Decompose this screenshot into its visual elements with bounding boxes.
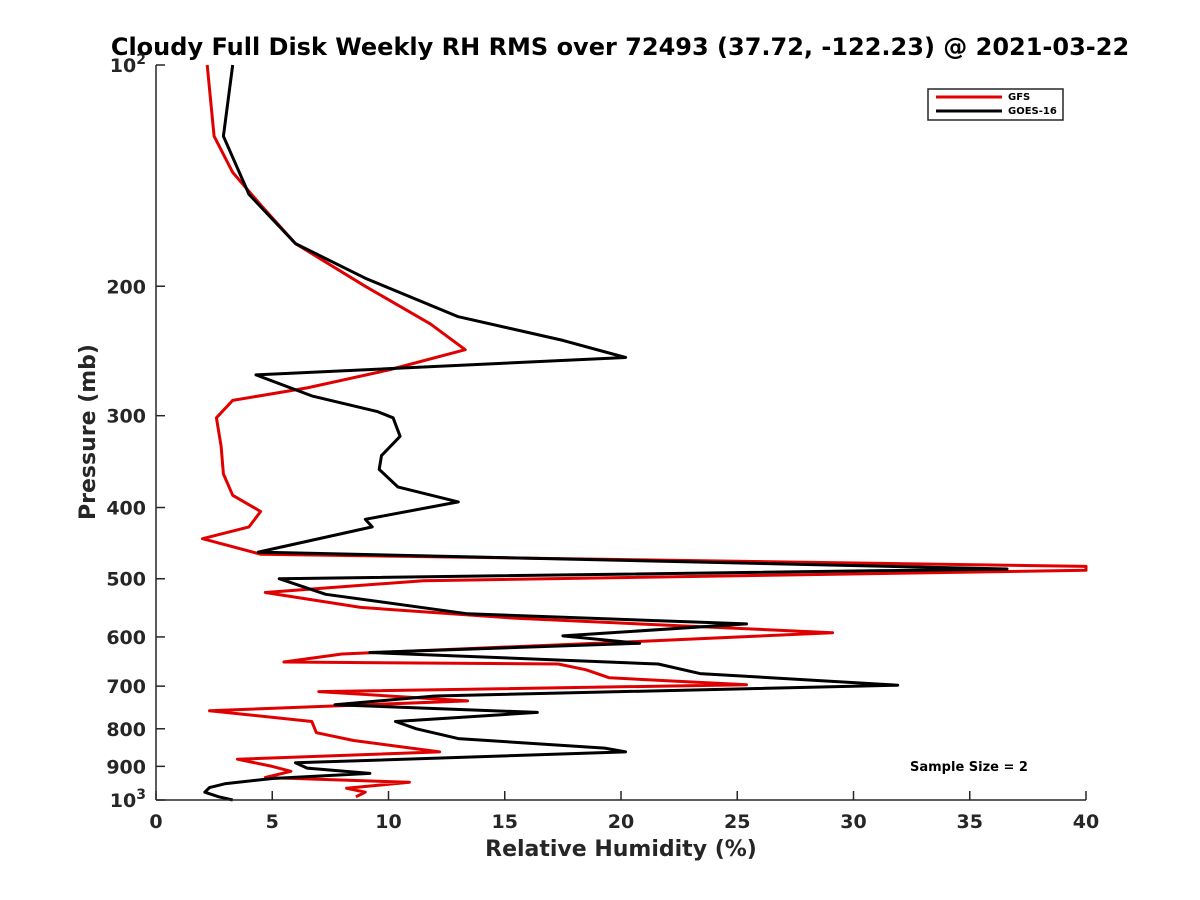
y-tick-label: 700: [106, 676, 146, 698]
x-tick-label: 15: [492, 811, 518, 833]
y-tick-label: 500: [106, 569, 146, 591]
x-axis-label: Relative Humidity (%): [485, 837, 757, 862]
y-tick-label: 103: [110, 787, 146, 812]
y-tick-label: 400: [106, 498, 146, 520]
y-ticks: 102 200 300 400 500 600 700 800 900 103: [106, 52, 165, 812]
y-axis-label: Pressure (mb): [76, 344, 101, 520]
legend-label-goes-16: GOES-16: [1008, 106, 1057, 117]
x-tick-label: 35: [957, 811, 983, 833]
y-tick-label: 102: [110, 52, 146, 77]
y-tick-label: 900: [106, 756, 146, 778]
series-layer: [201, 64, 1088, 802]
y-tick-label: 300: [106, 406, 146, 428]
sample-size-annotation: Sample Size = 2: [910, 760, 1028, 775]
x-tick-label: 10: [375, 811, 401, 833]
y-tick-label: 200: [106, 276, 146, 298]
legend-label-gfs: GFS: [1008, 92, 1030, 103]
x-tick-label: 0: [149, 811, 162, 833]
x-tick-label: 5: [266, 811, 279, 833]
plot-area: [156, 65, 1086, 800]
x-ticks: 0 5 10 15 20 25 30 35 40: [149, 791, 1099, 833]
x-tick-label: 40: [1073, 811, 1099, 833]
legend: GFS GOES-16: [927, 88, 1064, 121]
legend-box: [927, 88, 1064, 121]
x-tick-label: 25: [724, 811, 750, 833]
chart-title: Cloudy Full Disk Weekly RH RMS over 7249…: [111, 33, 1129, 61]
x-tick-label: 30: [840, 811, 866, 833]
y-tick-label: 800: [106, 719, 146, 741]
y-tick-label: 600: [106, 627, 146, 649]
series-line-goes-16: [203, 64, 1009, 802]
x-tick-label: 20: [608, 811, 634, 833]
